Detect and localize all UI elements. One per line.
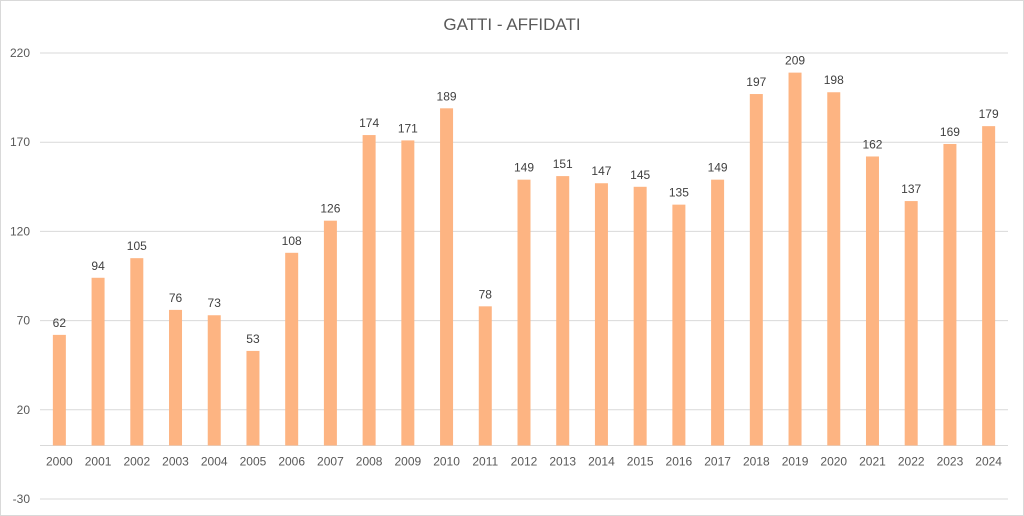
- x-tick-label: 2004: [201, 454, 228, 468]
- x-tick-label: 2008: [356, 454, 383, 468]
- bar: [517, 179, 531, 446]
- bar: [556, 176, 570, 446]
- data-labels: 62 94 105 76 73 53 108 126 174 171 189 78 149 151 147 1…: [53, 54, 999, 346]
- bar: [904, 201, 918, 446]
- bar: [478, 306, 492, 446]
- data-label: 73: [208, 296, 222, 310]
- data-label: 197: [746, 75, 766, 89]
- x-tick-label: 2022: [898, 454, 925, 468]
- y-tick-label: 70: [17, 314, 31, 328]
- data-label: 53: [246, 332, 260, 346]
- chart-title: GATTI - AFFIDATI: [443, 15, 580, 34]
- x-tick-label: 2021: [859, 454, 886, 468]
- bar: [169, 309, 183, 446]
- bar: [672, 204, 686, 446]
- x-tick-label: 2002: [123, 454, 150, 468]
- y-tick-label: 170: [10, 135, 30, 149]
- data-label: 126: [320, 202, 340, 216]
- x-tick-label: 2010: [433, 454, 460, 468]
- x-tick-label: 2000: [46, 454, 73, 468]
- x-tick-label: 2003: [162, 454, 189, 468]
- data-label: 78: [479, 287, 493, 301]
- x-tick-label: 2018: [743, 454, 770, 468]
- data-label: 151: [553, 157, 573, 171]
- bar: [633, 186, 647, 446]
- data-label: 145: [630, 168, 650, 182]
- x-tick-label: 2014: [588, 454, 615, 468]
- x-tick-label: 2012: [511, 454, 538, 468]
- data-label: 174: [359, 116, 379, 130]
- x-tick-label: 2023: [937, 454, 964, 468]
- bar: [207, 315, 221, 446]
- bar: [943, 143, 957, 446]
- x-tick-label: 2017: [704, 454, 731, 468]
- bar: [711, 179, 725, 446]
- x-tick-label: 2020: [820, 454, 847, 468]
- bar: [440, 108, 454, 446]
- bar: [827, 92, 841, 446]
- data-label: 62: [53, 316, 67, 330]
- bar: [91, 277, 105, 446]
- bar: [362, 135, 376, 446]
- y-tick-label: -30: [13, 492, 31, 506]
- x-tick-label: 2005: [240, 454, 267, 468]
- x-tick-label: 2009: [394, 454, 421, 468]
- x-tick-label: 2001: [85, 454, 112, 468]
- data-label: 135: [669, 186, 689, 200]
- bar: [285, 252, 299, 446]
- x-tick-label: 2006: [278, 454, 305, 468]
- data-label: 108: [282, 234, 302, 248]
- bar: [130, 258, 144, 446]
- bar: [401, 140, 415, 446]
- data-label: 198: [824, 73, 844, 87]
- bar: [323, 220, 337, 446]
- x-tick-label: 2024: [975, 454, 1002, 468]
- y-tick-label: 120: [10, 224, 30, 238]
- x-axis-ticks: 2000 2001 2002 2003 2004 2005 2006 2007 2008 2009…: [46, 454, 1002, 468]
- x-tick-label: 2013: [549, 454, 576, 468]
- bar: [749, 94, 763, 446]
- x-tick-label: 2007: [317, 454, 344, 468]
- data-label: 147: [591, 164, 611, 178]
- bar: [788, 72, 802, 446]
- data-label: 149: [514, 161, 534, 175]
- bar: [982, 126, 996, 446]
- data-label: 209: [785, 54, 805, 68]
- data-label: 162: [862, 137, 882, 151]
- data-label: 171: [398, 121, 418, 135]
- data-label: 94: [91, 259, 105, 273]
- y-axis-ticks: 220 170 120 70 20 -30: [10, 46, 30, 506]
- data-label: 179: [979, 107, 999, 121]
- data-label: 149: [708, 161, 728, 175]
- bar: [865, 156, 879, 446]
- bar: [594, 183, 608, 446]
- x-tick-label: 2019: [782, 454, 809, 468]
- x-tick-label: 2015: [627, 454, 654, 468]
- data-label: 169: [940, 125, 960, 139]
- bar: [246, 350, 260, 446]
- gridlines: [40, 52, 1008, 500]
- bars: [52, 72, 996, 446]
- x-tick-label: 2016: [666, 454, 693, 468]
- data-label: 76: [169, 291, 183, 305]
- data-label: 189: [437, 89, 457, 103]
- data-label: 137: [901, 182, 921, 196]
- data-label: 105: [127, 239, 147, 253]
- bar: [52, 334, 66, 446]
- y-tick-label: 20: [17, 403, 31, 417]
- y-tick-label: 220: [10, 46, 30, 60]
- x-tick-label: 2011: [472, 454, 498, 468]
